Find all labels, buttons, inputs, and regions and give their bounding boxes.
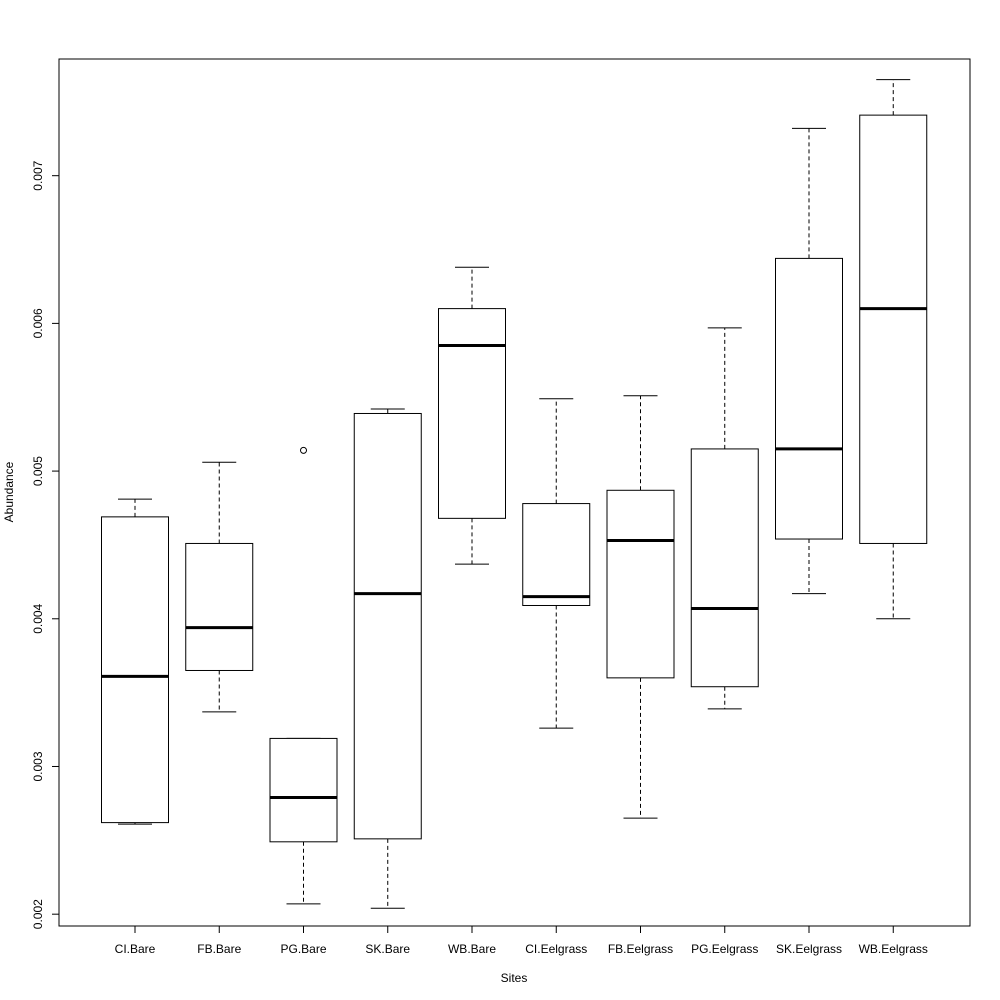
y-tick-label: 0.003 — [31, 751, 45, 781]
iqr-box — [269, 737, 338, 843]
iqr-box — [438, 308, 506, 519]
box-group — [606, 395, 675, 819]
iqr-box — [185, 542, 254, 671]
iqr-box — [859, 114, 928, 544]
y-tick-label: 0.007 — [31, 160, 45, 190]
iqr-box — [775, 257, 843, 540]
y-tick-label: 0.006 — [31, 308, 45, 338]
x-tick-label: PG.Bare — [280, 942, 326, 956]
box-group — [859, 79, 928, 620]
box-group — [353, 408, 422, 909]
x-axis: CI.Bare FB.Bare PG.Bare SK.Bare WB.Bare CI.Ee… — [115, 925, 928, 956]
box-group — [775, 127, 843, 595]
x-tick-label: SK.Bare — [365, 942, 410, 956]
outlier-point — [300, 446, 307, 454]
box-group — [101, 498, 169, 825]
x-tick-label: WB.Eelgrass — [859, 942, 928, 956]
x-tick-label: PG.Eelgrass — [691, 942, 758, 956]
x-tick-label: CI.Eelgrass — [525, 942, 587, 956]
x-tick-label: FB.Eelgrass — [608, 942, 673, 956]
y-tick-label: 0.002 — [31, 899, 45, 929]
y-axis: 0.002 0.003 0.004 0.005 0.006 0.007 — [31, 160, 60, 929]
iqr-box — [690, 448, 759, 688]
iqr-box — [606, 489, 675, 679]
box-group — [185, 461, 254, 713]
box-group — [522, 398, 591, 729]
x-tick-label: SK.Eelgrass — [776, 942, 842, 956]
y-axis-title: Abundance — [2, 461, 16, 522]
y-tick-label: 0.004 — [31, 603, 45, 633]
x-tick-label: CI.Bare — [115, 942, 156, 956]
iqr-box — [522, 503, 591, 606]
y-tick-label: 0.005 — [31, 456, 45, 486]
iqr-box — [101, 516, 169, 824]
boxes-layer — [101, 79, 928, 909]
box-group — [690, 327, 759, 710]
x-axis-title: Sites — [501, 971, 528, 985]
iqr-box — [353, 412, 422, 840]
box-group — [438, 266, 506, 565]
x-tick-label: WB.Bare — [448, 942, 496, 956]
box-group — [269, 446, 338, 905]
x-tick-label: FB.Bare — [197, 942, 241, 956]
